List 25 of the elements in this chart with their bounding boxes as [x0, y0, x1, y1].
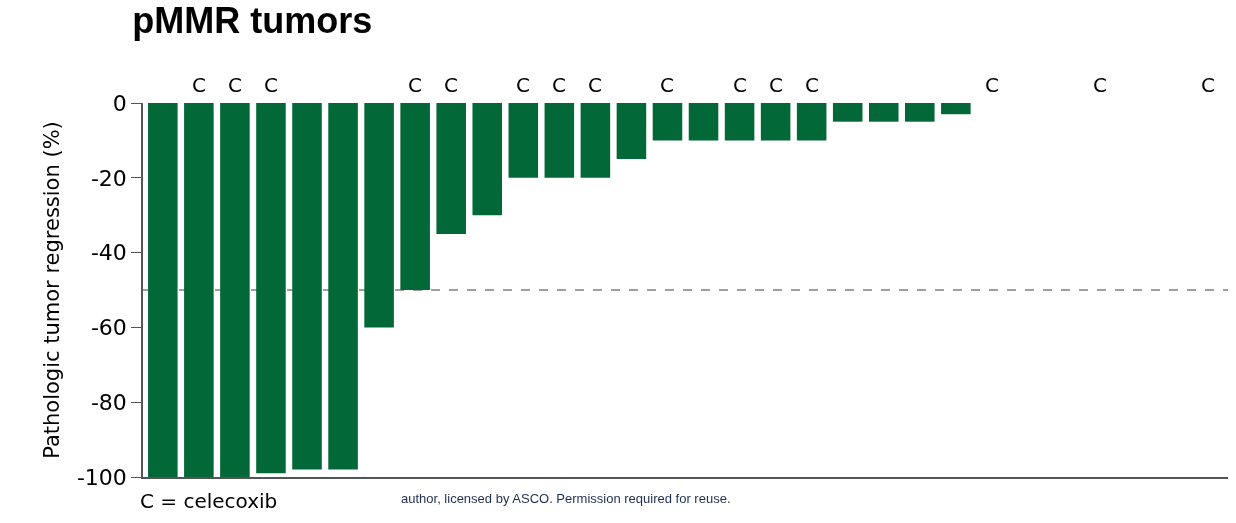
data-label: C	[660, 73, 674, 97]
y-tick-label: -100	[76, 464, 127, 490]
text: author, licensed by ASCO. Permission required for reuse.	[401, 491, 731, 506]
data-label: C	[192, 73, 206, 97]
y-tick-label: -80	[90, 389, 127, 415]
y-tick-label: 0	[112, 90, 127, 116]
data-label: C	[228, 73, 242, 97]
data-label: C	[733, 73, 747, 97]
data-label: C	[408, 73, 422, 97]
y-tick-label: -20	[90, 165, 127, 191]
y-tick-label: -60	[90, 315, 127, 341]
data-label: C	[1093, 73, 1107, 97]
data-label: C	[264, 73, 278, 97]
y-tick-label: -40	[90, 240, 127, 266]
chart-title: pMMR tumors	[132, 0, 373, 42]
data-label: C	[588, 73, 602, 97]
data-label: C	[805, 73, 819, 97]
data-label: C	[769, 73, 783, 97]
y-axis-title: Pathologic tumor regression (%)	[39, 121, 64, 459]
data-label: C	[552, 73, 566, 97]
data-label: C	[1201, 73, 1215, 97]
data-label: C	[444, 73, 458, 97]
text: C = celecoxib	[140, 489, 278, 513]
data-label: C	[516, 73, 530, 97]
data-label: C	[985, 73, 999, 97]
